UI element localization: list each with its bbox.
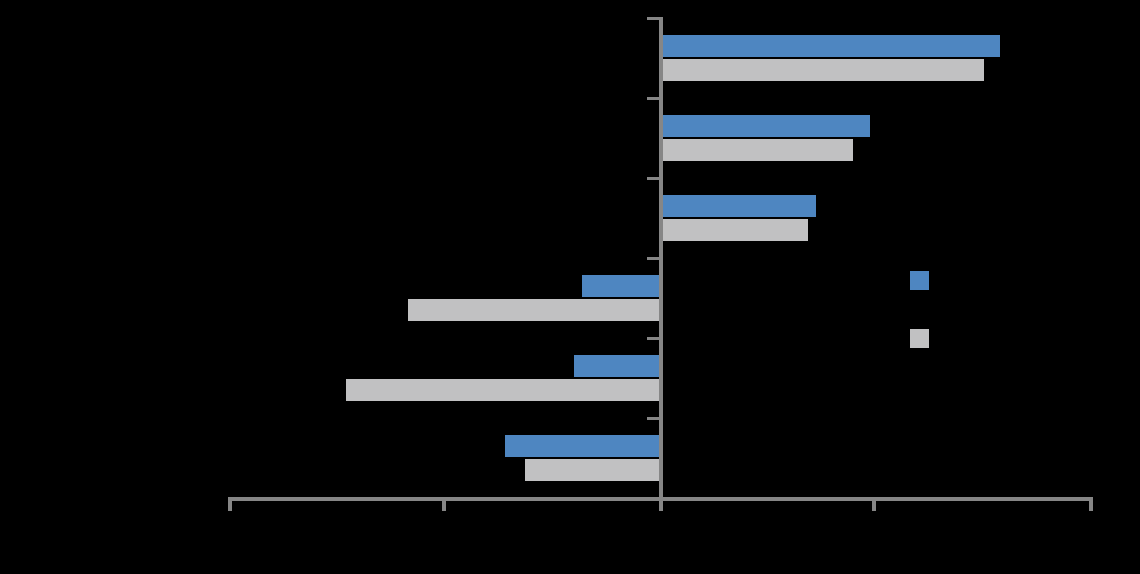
bar-series1-row2 [663,115,870,137]
value-axis-tick-4 [1089,497,1093,511]
bar-series2-row4 [408,299,659,321]
bar-series2-row5 [346,379,659,401]
value-axis-tick-2 [659,497,663,511]
category-axis-tick-2 [647,177,659,180]
value-axis-tick-0 [228,497,232,511]
legend-swatch-series1 [910,271,929,290]
value-axis-tick-1 [442,497,446,511]
bar-series2-row2 [663,139,853,161]
category-axis-tick-5 [647,417,659,420]
category-axis-tick-0 [647,17,659,20]
bar-series2-row6 [525,459,659,481]
bar-series2-row1 [663,59,984,81]
category-axis-tick-3 [647,257,659,260]
bar-series1-row1 [663,35,1000,57]
bar-series1-row5 [574,355,659,377]
category-axis-tick-1 [647,97,659,100]
category-axis-line [659,17,663,501]
value-axis-tick-3 [872,497,876,511]
category-axis-tick-4 [647,337,659,340]
bar-series1-row4 [582,275,659,297]
bar-series1-row6 [505,435,659,457]
legend-swatch-series2 [910,329,929,348]
bar-series2-row3 [663,219,808,241]
bar-series1-row3 [663,195,816,217]
